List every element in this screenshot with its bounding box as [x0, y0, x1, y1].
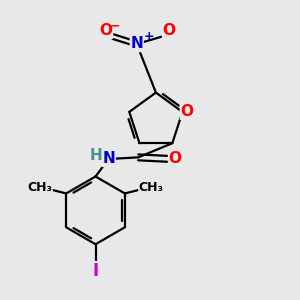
- Text: O: O: [99, 23, 112, 38]
- Text: O: O: [163, 23, 176, 38]
- Text: N: N: [102, 151, 115, 166]
- Text: H: H: [89, 148, 102, 163]
- Text: CH₃: CH₃: [139, 181, 164, 194]
- Text: O: O: [169, 151, 182, 166]
- Text: CH₃: CH₃: [27, 181, 52, 194]
- Text: O: O: [180, 104, 194, 119]
- Text: N: N: [130, 37, 143, 52]
- Text: I: I: [92, 262, 99, 280]
- Text: +: +: [143, 30, 154, 43]
- Text: −: −: [110, 20, 120, 33]
